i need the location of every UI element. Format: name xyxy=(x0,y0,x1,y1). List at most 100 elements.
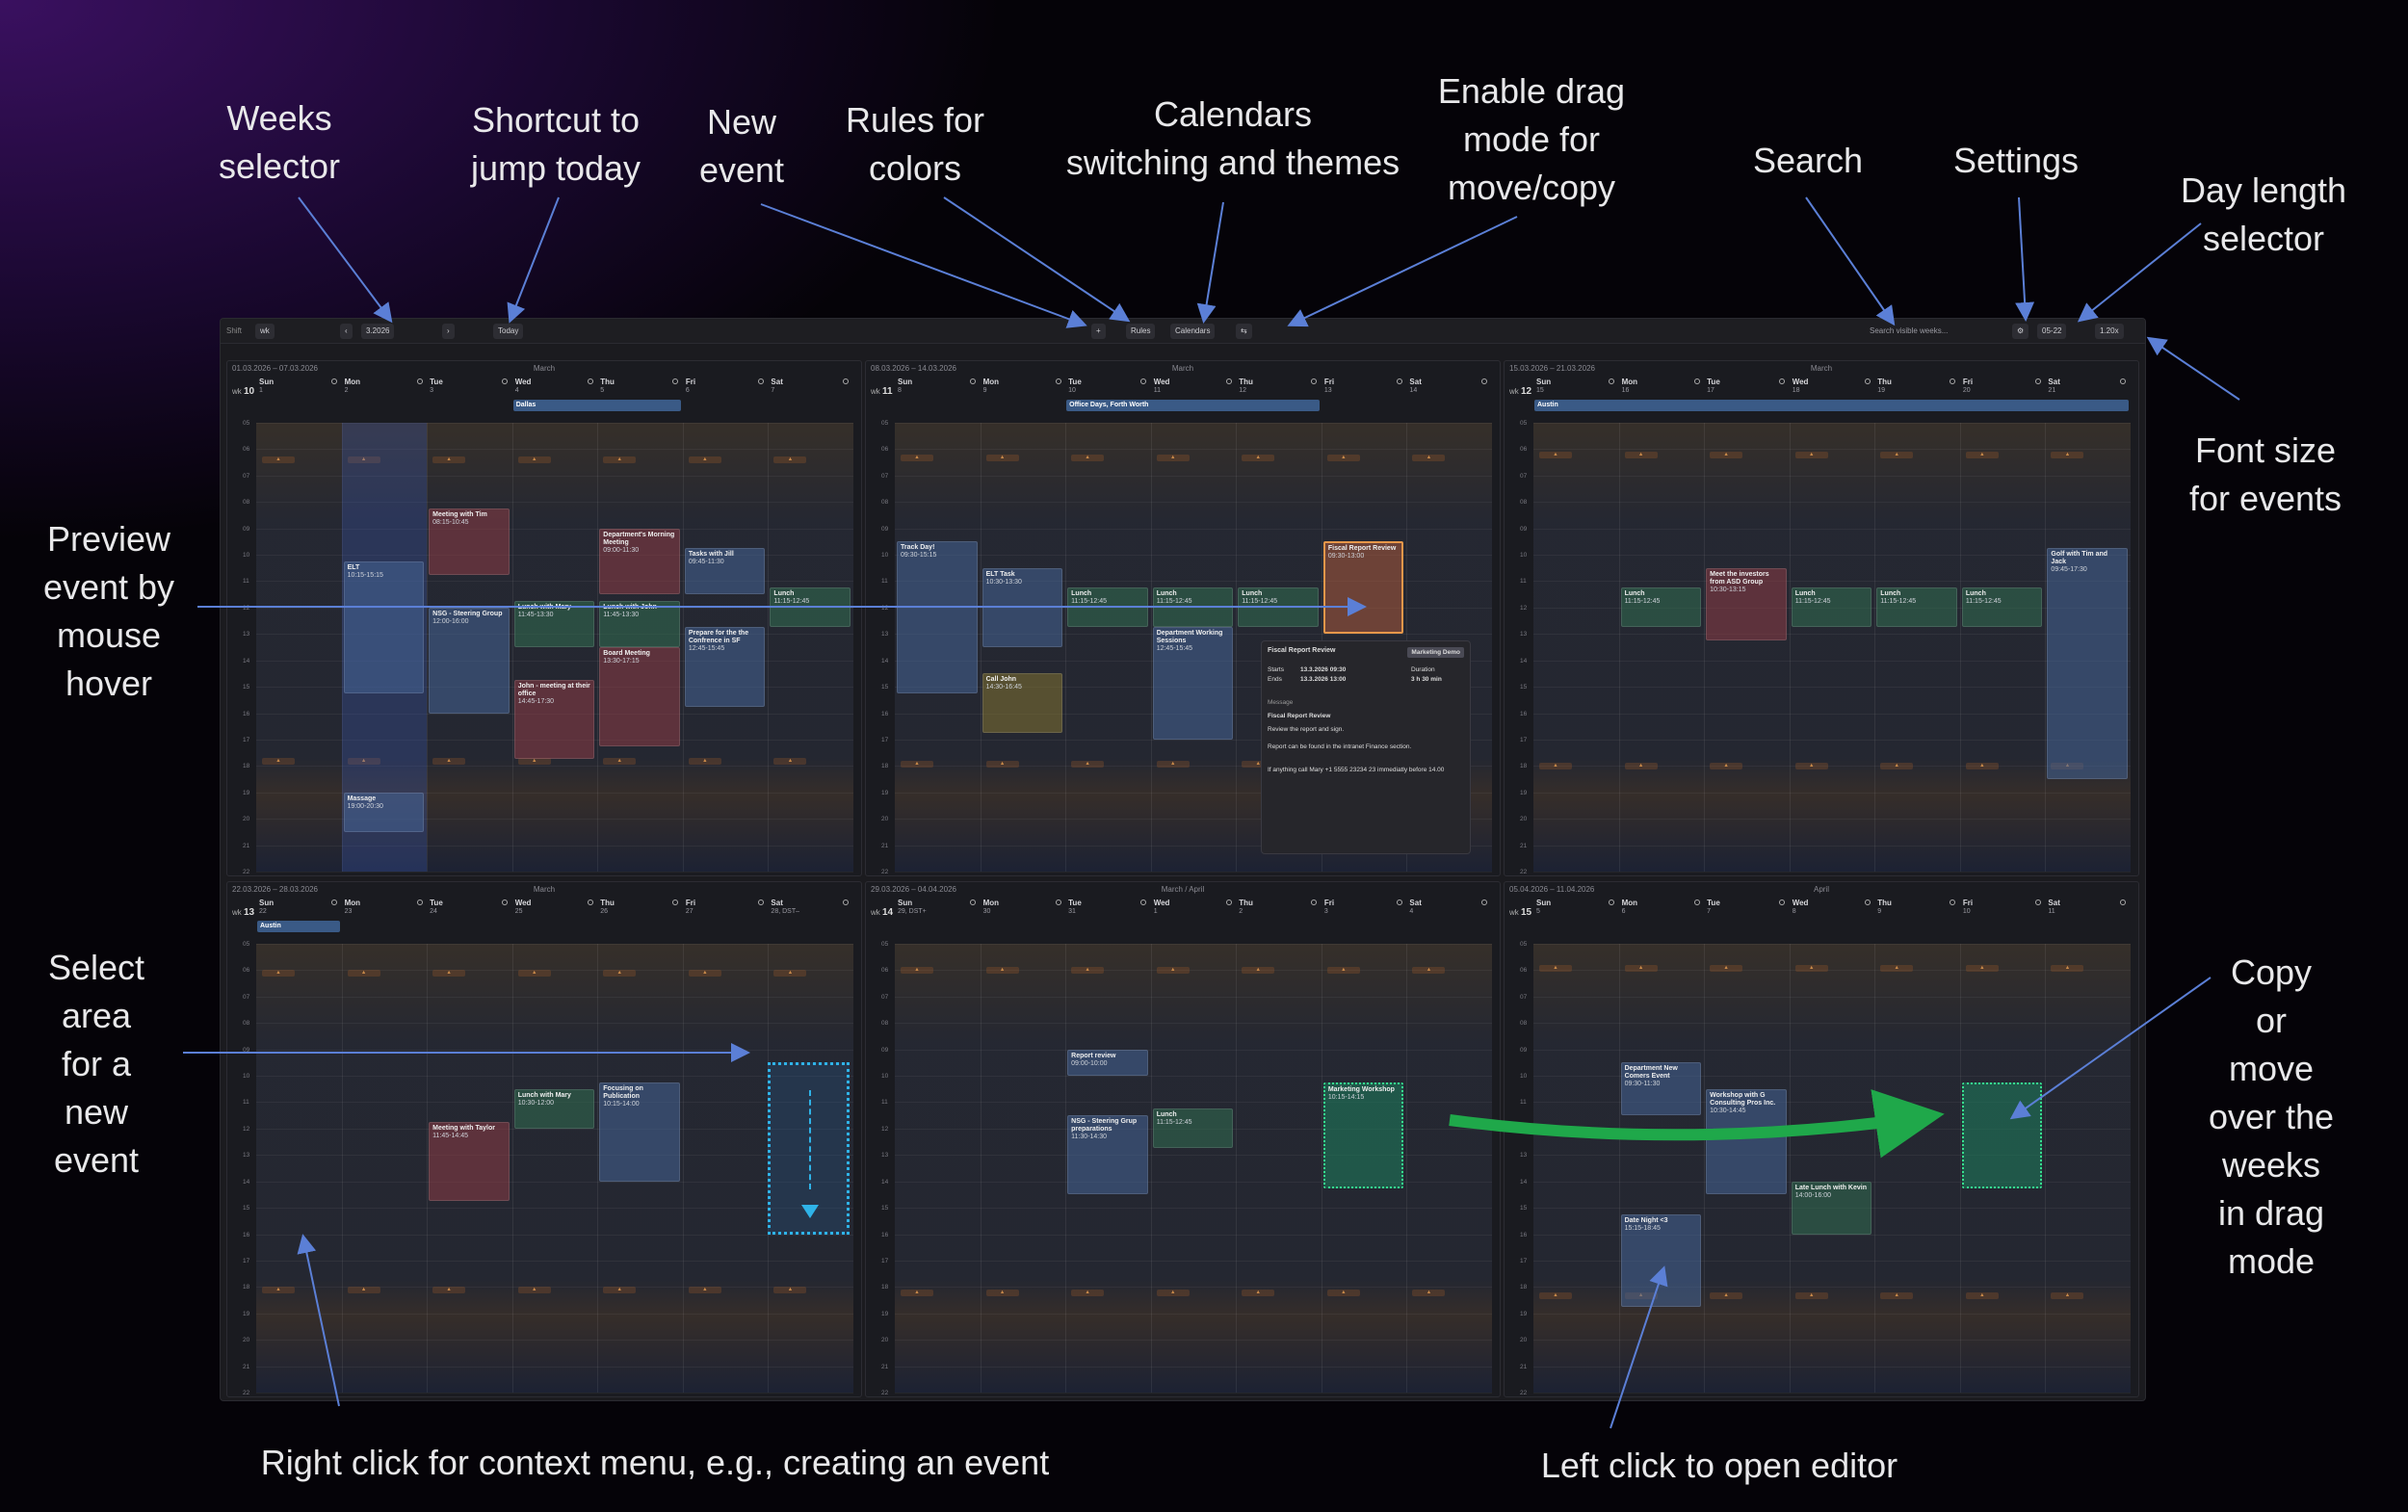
day-header[interactable]: Wed 18 xyxy=(1790,376,1874,397)
calendar-event[interactable]: Lunch with John 11:45-13:30 xyxy=(599,601,680,647)
day-header[interactable]: Thu 26 xyxy=(597,897,682,918)
settings-button[interactable]: ⚙ xyxy=(2012,324,2029,339)
day-menu-icon[interactable] xyxy=(1950,378,1956,384)
day-header[interactable]: Sat 7 xyxy=(768,376,852,397)
calendar-event[interactable]: Call John 14:30-16:45 xyxy=(982,673,1063,734)
day-header[interactable]: Sun 22 xyxy=(256,897,341,918)
selection-area[interactable] xyxy=(768,1062,850,1235)
day-header[interactable]: Thu 9 xyxy=(1874,897,1959,918)
day-menu-icon[interactable] xyxy=(1311,378,1318,384)
calendar-event[interactable]: Date Night <3 15:15-18:45 xyxy=(1620,1213,1702,1307)
calendar-event[interactable]: Meet the investors from ASD Group 10:30-1… xyxy=(1706,567,1787,641)
calendar-event[interactable]: Lunch 11:15-12:45 xyxy=(1791,587,1872,628)
search-input[interactable]: Search visible weeks... xyxy=(1870,326,1949,335)
calendar-event[interactable]: Workshop with G Consulting Pros Inc. 10:3… xyxy=(1706,1088,1787,1195)
day-header[interactable]: Mon 6 xyxy=(1619,897,1704,918)
allday-event[interactable]: Office Days, Forth Worth xyxy=(1066,400,1320,411)
day-menu-icon[interactable] xyxy=(1609,899,1614,905)
day-menu-icon[interactable] xyxy=(587,378,593,384)
day-header[interactable]: Wed 11 xyxy=(1151,376,1236,397)
calendar-event[interactable]: Lunch with Mary 11:45-13:30 xyxy=(513,601,595,647)
day-header[interactable]: Wed 4 xyxy=(512,376,597,397)
calendar-event[interactable]: Lunch 11:15-12:45 xyxy=(770,587,851,628)
new-event-button[interactable]: + xyxy=(1091,324,1106,339)
day-header[interactable]: Sun 5 xyxy=(1533,897,1618,918)
day-header[interactable]: Fri 10 xyxy=(1960,897,2045,918)
calendar-event[interactable]: Lunch 11:15-12:45 xyxy=(1961,587,2043,628)
calendar-event[interactable]: John - meeting at their office 14:45-17:3… xyxy=(513,680,595,760)
calendar-event[interactable]: Meeting with Tim 08:15-10:45 xyxy=(429,508,510,575)
day-menu-icon[interactable] xyxy=(331,378,337,384)
day-header[interactable]: Mon 2 xyxy=(342,376,427,397)
drag-drop-target[interactable] xyxy=(1961,1082,2043,1188)
day-menu-icon[interactable] xyxy=(416,378,423,384)
day-menu-icon[interactable] xyxy=(1864,378,1871,384)
calendar-event[interactable]: Marketing Workshop 10:15-14:15 xyxy=(1322,1082,1404,1188)
day-menu-icon[interactable] xyxy=(1481,899,1488,905)
calendar-event[interactable]: Lunch 11:15-12:45 xyxy=(1238,587,1319,628)
day-menu-icon[interactable] xyxy=(843,899,850,905)
day-menu-icon[interactable] xyxy=(672,378,679,384)
calendar-event[interactable]: Fiscal Report Review 09:30-13:00 xyxy=(1322,541,1404,635)
day-menu-icon[interactable] xyxy=(843,378,850,384)
week-grid[interactable]: ▲▲▲▲▲▲▲▲▲▲▲▲▲▲ xyxy=(256,944,853,1394)
calendar-event[interactable]: ELT 10:15-15:15 xyxy=(343,560,425,693)
day-header[interactable]: Mon 16 xyxy=(1619,376,1704,397)
day-header[interactable]: Tue 17 xyxy=(1704,376,1789,397)
calendar-event[interactable]: Lunch 11:15-12:45 xyxy=(1152,1108,1234,1149)
prev-week-button[interactable]: ‹ xyxy=(340,324,353,339)
day-menu-icon[interactable] xyxy=(1055,899,1061,905)
day-header[interactable]: Wed 25 xyxy=(512,897,597,918)
day-menu-icon[interactable] xyxy=(1225,378,1232,384)
day-menu-icon[interactable] xyxy=(2034,899,2041,905)
week-grid[interactable]: ▲▲▲▲▲▲▲▲▲▲▲▲▲▲ xyxy=(1533,423,2131,873)
calendar-event[interactable]: ELT Task 10:30-13:30 xyxy=(982,567,1063,647)
day-header[interactable]: Sun 29, DST+ xyxy=(895,897,980,918)
day-menu-icon[interactable] xyxy=(587,899,593,905)
calendar-event[interactable]: Tasks with Jill 09:45-11:30 xyxy=(684,548,766,595)
calendar-event[interactable]: Track Day! 09:30-15:15 xyxy=(897,541,978,693)
today-button[interactable]: Today xyxy=(493,324,524,339)
calendar-event[interactable]: Department's Morning Meeting 09:00-11:30 xyxy=(599,528,680,595)
calendar-event[interactable]: Department New Comers Event 09:30-11:30 xyxy=(1620,1062,1702,1116)
day-menu-icon[interactable] xyxy=(2120,378,2127,384)
day-menu-icon[interactable] xyxy=(1140,899,1147,905)
calendar-event[interactable]: Late Lunch with Kevin 14:00-16:00 xyxy=(1791,1181,1872,1235)
calendar-event[interactable]: Lunch 11:15-12:45 xyxy=(1620,587,1702,628)
calendar-event[interactable]: Meeting with Taylor 11:45-14:45 xyxy=(429,1122,510,1202)
day-header[interactable]: Sun 15 xyxy=(1533,376,1618,397)
day-header[interactable]: Fri 13 xyxy=(1322,376,1406,397)
day-header[interactable]: Fri 20 xyxy=(1960,376,2045,397)
day-menu-icon[interactable] xyxy=(970,378,976,384)
drag-mode-button[interactable]: ⇆ xyxy=(1236,324,1252,339)
day-menu-icon[interactable] xyxy=(2034,378,2041,384)
day-header[interactable]: Sat 4 xyxy=(1406,897,1491,918)
day-menu-icon[interactable] xyxy=(757,378,764,384)
day-menu-icon[interactable] xyxy=(1481,378,1488,384)
day-menu-icon[interactable] xyxy=(1609,378,1614,384)
day-menu-icon[interactable] xyxy=(1396,378,1402,384)
calendar-event[interactable]: Lunch 11:15-12:45 xyxy=(1876,587,1957,628)
weeks-selector[interactable]: wk xyxy=(255,324,275,339)
calendar-event[interactable]: Focusing on Publication 10:15-14:00 xyxy=(599,1082,680,1182)
day-header[interactable]: Thu 12 xyxy=(1236,376,1321,397)
day-menu-icon[interactable] xyxy=(1693,899,1700,905)
day-header[interactable]: Fri 3 xyxy=(1322,897,1406,918)
day-header[interactable]: Tue 7 xyxy=(1704,897,1789,918)
allday-event[interactable]: Austin xyxy=(257,921,340,932)
calendar-event[interactable]: Board Meeting 13:30-17:15 xyxy=(599,647,680,746)
day-menu-icon[interactable] xyxy=(502,899,509,905)
day-menu-icon[interactable] xyxy=(1225,899,1232,905)
calendar-event[interactable]: Report review 09:00-10:00 xyxy=(1067,1049,1148,1077)
calendar-event[interactable]: Prepare for the the Confrence in SF 12:45… xyxy=(684,627,766,707)
calendar-event[interactable]: Golf with Tim and Jack 09:45-17:30 xyxy=(2047,548,2128,780)
day-header[interactable]: Wed 8 xyxy=(1790,897,1874,918)
calendar-event[interactable]: Lunch 11:15-12:45 xyxy=(1067,587,1148,628)
day-header[interactable]: Sat 28, DST– xyxy=(768,897,852,918)
day-header[interactable]: Sat 11 xyxy=(2045,897,2130,918)
day-header[interactable]: Mon 30 xyxy=(981,897,1065,918)
day-header[interactable]: Thu 5 xyxy=(597,376,682,397)
day-header[interactable]: Tue 10 xyxy=(1065,376,1150,397)
day-header[interactable]: Mon 23 xyxy=(342,897,427,918)
next-week-button[interactable]: › xyxy=(442,324,455,339)
